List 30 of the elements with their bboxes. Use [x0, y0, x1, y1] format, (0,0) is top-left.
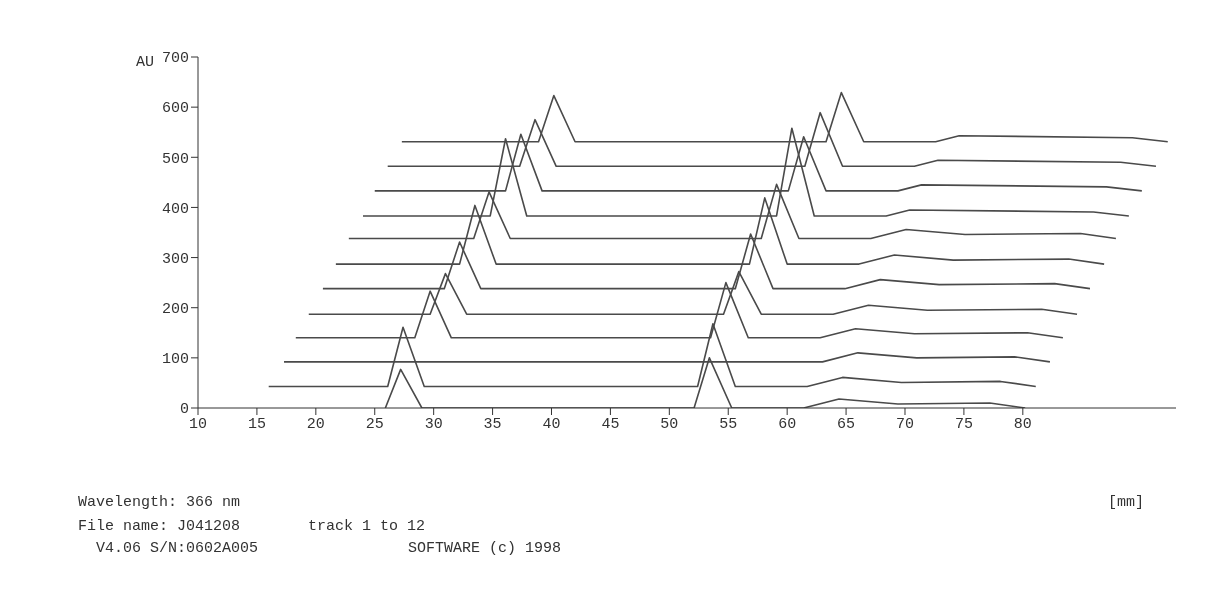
- x-tick-label: 30: [424, 415, 443, 433]
- x-tick-label: 60: [778, 415, 797, 433]
- y-tick-label: 400: [161, 200, 189, 218]
- x-tick-label: 80: [1013, 415, 1032, 433]
- text: V4.06 S/N:0602A005: [96, 540, 259, 557]
- x-tick-label: 25: [365, 415, 384, 433]
- y-axis-title: AU: [136, 54, 155, 71]
- x-tick-label: 10: [188, 415, 208, 433]
- x-tick-label: 65: [837, 415, 856, 433]
- text: File name: J041208: [78, 518, 241, 535]
- text: SOFTWARE (c) 1998: [408, 540, 562, 557]
- x-tick-label: 15: [247, 415, 266, 433]
- text: Wavelength: 366 nm: [78, 494, 241, 511]
- y-tick-label: 300: [161, 250, 189, 268]
- text: track 1 to 12: [308, 518, 426, 535]
- y-tick-label: 100: [161, 351, 189, 369]
- x-tick-label: 50: [660, 415, 679, 433]
- x-tick-label: 45: [601, 415, 620, 433]
- x-tick-label: 20: [306, 415, 325, 433]
- x-tick-label: 75: [954, 415, 973, 433]
- y-tick-label: 200: [161, 301, 189, 319]
- y-tick-label: 500: [161, 150, 189, 168]
- y-tick-label: 0: [179, 401, 189, 419]
- x-tick-label: 70: [895, 415, 914, 433]
- y-tick-label: 700: [161, 50, 189, 68]
- y-tick-label: 600: [161, 100, 189, 118]
- x-tick-label: 40: [542, 415, 561, 433]
- x-axis-title: [mm]: [1108, 494, 1145, 511]
- x-tick-label: 35: [483, 415, 502, 433]
- x-tick-label: 55: [719, 415, 738, 433]
